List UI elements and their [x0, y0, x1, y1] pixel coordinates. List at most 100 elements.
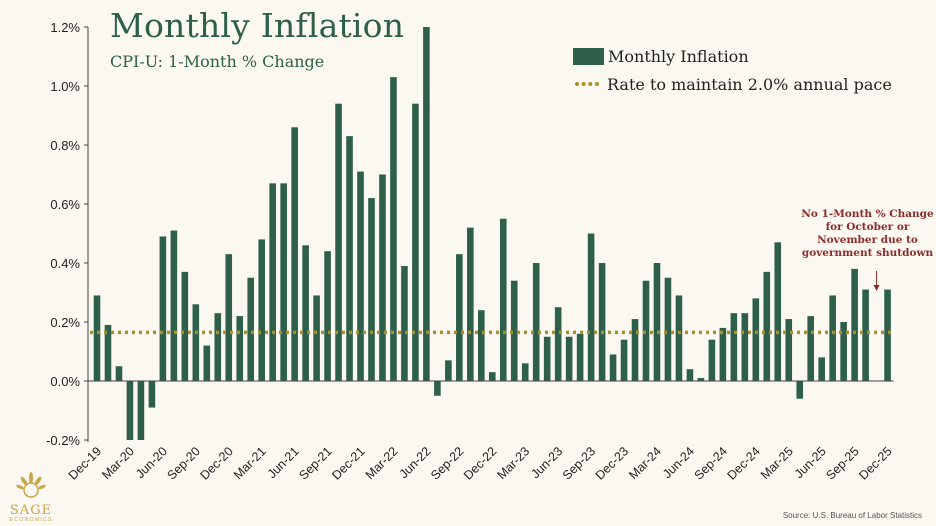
bar-Nov-20	[214, 313, 222, 381]
legend-item-reference: Rate to maintain 2.0% annual pace	[573, 70, 892, 98]
bar-Jul-24	[697, 378, 705, 381]
annotation-arrow	[873, 271, 880, 291]
bar-Mar-25	[785, 319, 793, 381]
bar-Jun-22	[423, 27, 430, 381]
bar-Sep-20	[192, 304, 200, 381]
logo-subtitle: ECONOMICS	[9, 517, 53, 523]
bar-Aug-20	[181, 271, 189, 381]
bar-Feb-20	[115, 366, 123, 381]
y-tick-label: 0.0%	[50, 374, 80, 389]
bar-Jan-24	[631, 319, 639, 381]
x-tick-label: Dec-23	[593, 444, 631, 482]
bar-Feb-23	[510, 280, 518, 381]
x-tick-label: Mar-25	[758, 444, 796, 482]
bar-Apr-21	[269, 183, 276, 381]
bar-Sep-22	[456, 254, 463, 381]
bar-Oct-20	[203, 345, 211, 381]
bar-Aug-22	[445, 360, 452, 381]
y-tick-label: 0.8%	[50, 138, 80, 153]
x-tick-label: Dec-25	[856, 444, 894, 482]
bar-Oct-23	[598, 263, 606, 381]
chart-subtitle: CPI-U: 1-Month % Change	[110, 52, 325, 71]
bar-Mar-24	[653, 263, 661, 381]
bar-Jan-23	[499, 218, 507, 381]
x-tick-label: Jun-20	[133, 444, 170, 481]
legend-label-bars: Monthly Inflation	[608, 46, 749, 66]
y-axis: -0.2% 0.0% 0.2% 0.4% 0.6% 0.8% 1.0% 1.2%	[46, 20, 89, 448]
bar-Mar-21	[258, 239, 265, 381]
bar-Nov-22	[478, 310, 485, 381]
bar-Dec-24	[752, 298, 760, 381]
bar-Oct-24	[730, 313, 738, 381]
bar-May-21	[280, 183, 287, 381]
bar-Dec-19	[93, 295, 101, 381]
leaf-icon	[16, 472, 46, 498]
x-tick-label: Sep-24	[692, 444, 730, 482]
bar-Aug-24	[708, 339, 716, 381]
bar-Jul-21	[302, 245, 309, 381]
bar-Jul-23	[565, 336, 573, 381]
bar-Jun-21	[291, 127, 298, 381]
x-tick-label: Dec-20	[197, 444, 235, 482]
bar-Oct-21	[335, 103, 342, 381]
bar-Feb-22	[379, 174, 386, 381]
bar-Jul-22	[434, 381, 441, 396]
source-note: Source: U.S. Bureau of Labor Statistics	[782, 511, 922, 520]
bar-May-20	[148, 381, 156, 408]
x-tick-label: Dec-21	[329, 444, 367, 482]
bar-Apr-23	[532, 263, 540, 381]
legend-label-reference: Rate to maintain 2.0% annual pace	[607, 74, 892, 94]
x-tick-label: Jun-25	[792, 444, 829, 481]
legend-item-bars: Monthly Inflation	[573, 42, 892, 70]
bar-Mar-23	[521, 363, 529, 381]
bar-Apr-24	[664, 277, 672, 381]
y-tick-label: 0.4%	[50, 256, 80, 271]
x-tick-label: Sep-23	[560, 444, 598, 482]
y-tick-label: 0.6%	[50, 197, 80, 212]
chart-title: Monthly Inflation	[110, 6, 405, 45]
x-tick-label: Jun-24	[660, 444, 697, 481]
bar-Jan-21	[236, 316, 244, 381]
bar-Nov-24	[741, 313, 749, 381]
x-tick-label: Dec-24	[725, 444, 763, 482]
bar-Dec-23	[620, 339, 628, 381]
bar-May-23	[543, 336, 551, 381]
bar-Feb-24	[642, 280, 650, 381]
x-tick-label: Sep-20	[165, 444, 203, 482]
bar-Jun-24	[686, 369, 694, 381]
bar-series	[93, 27, 891, 440]
bar-Sep-25	[851, 268, 858, 381]
bar-May-22	[412, 103, 419, 381]
bar-Jan-25	[763, 271, 771, 381]
bar-Aug-25	[840, 322, 847, 381]
bar-Feb-21	[247, 277, 255, 381]
logo-name: SAGE	[9, 503, 53, 518]
y-tick-label: -0.2%	[46, 433, 80, 448]
x-tick-label: Jun-22	[397, 444, 434, 481]
x-tick-label: Mar-24	[626, 444, 664, 482]
x-tick-label: Sep-25	[823, 444, 861, 482]
x-tick-label: Mar-23	[494, 444, 532, 482]
annotation-arrow-head	[873, 285, 880, 291]
x-tick-label: Sep-22	[428, 444, 466, 482]
x-tick-label: Mar-22	[363, 444, 401, 482]
x-tick-label: Jun-23	[528, 444, 565, 481]
bar-Jun-20	[159, 236, 167, 381]
bar-Apr-22	[401, 265, 408, 381]
x-tick-label: Mar-20	[99, 444, 137, 482]
sage-logo: SAGE ECONOMICS	[6, 470, 56, 523]
y-tick-label: 1.0%	[50, 79, 80, 94]
legend: Monthly Inflation Rate to maintain 2.0% …	[573, 42, 892, 98]
bar-Apr-25	[796, 381, 804, 399]
legend-swatch-dotted-line	[575, 82, 599, 86]
x-tick-label: Dec-19	[66, 444, 104, 482]
y-tick-label: 1.2%	[50, 20, 80, 35]
bar-Feb-25	[774, 242, 782, 381]
bar-May-25	[807, 316, 814, 381]
x-tick-label: Dec-22	[461, 444, 499, 482]
shutdown-annotation: No 1-Month % Change for October or Novem…	[801, 208, 934, 259]
bar-Jul-20	[170, 230, 178, 381]
bar-Mar-20	[126, 381, 134, 440]
bar-Apr-20	[137, 381, 145, 440]
